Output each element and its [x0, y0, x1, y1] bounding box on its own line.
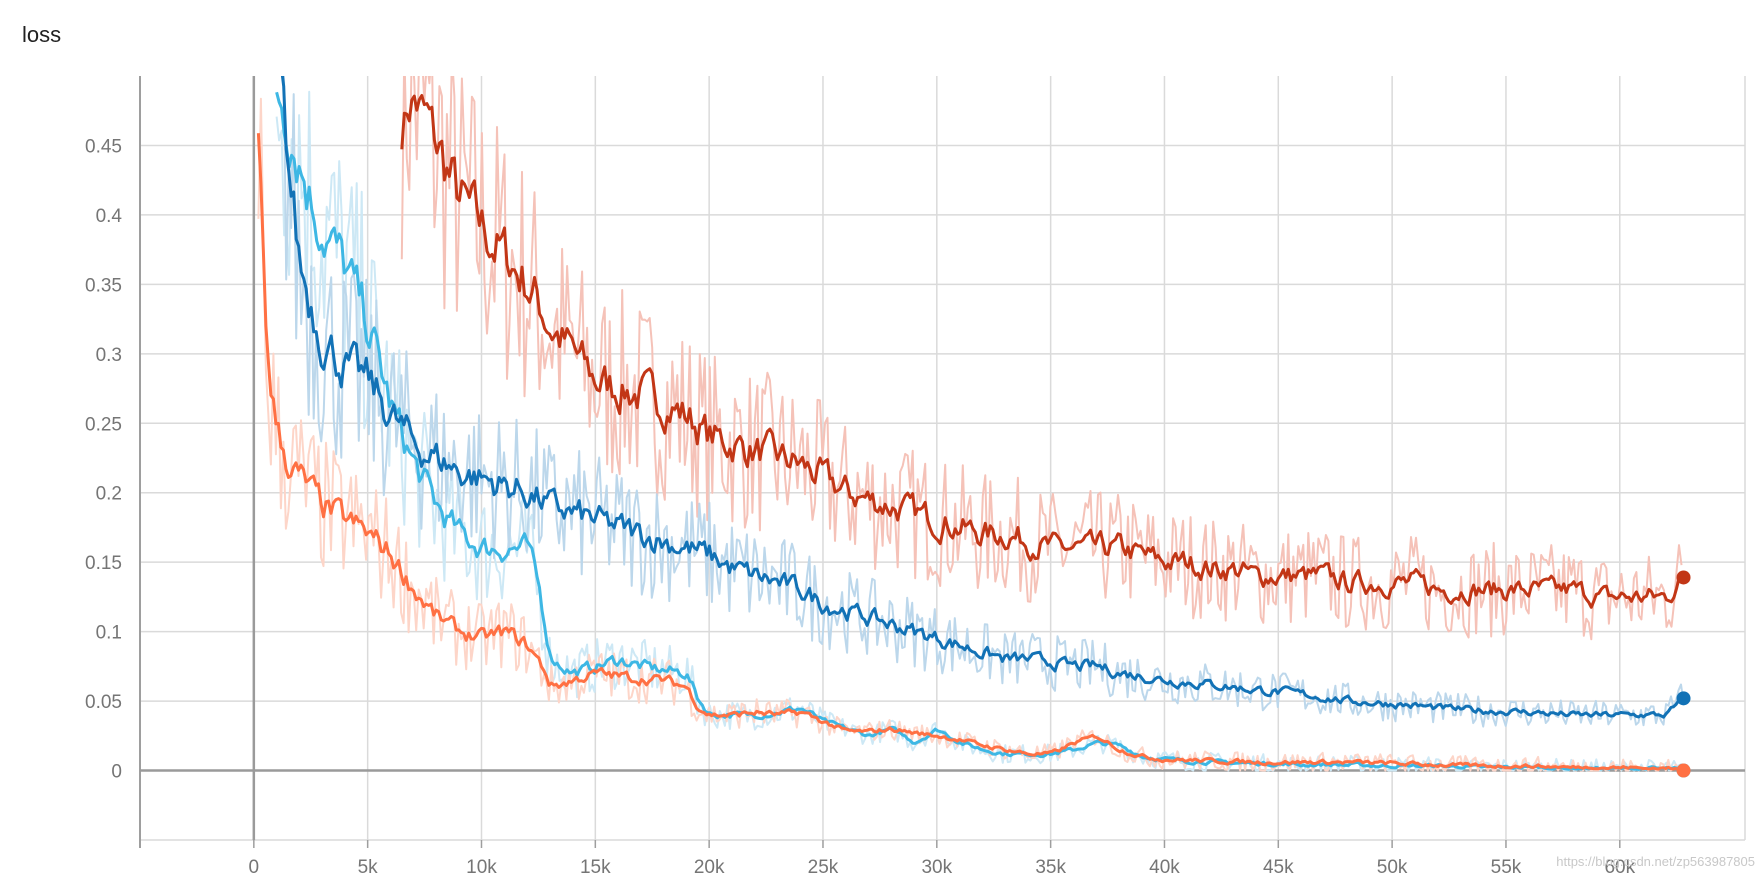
y-tick-label: 0 [111, 762, 122, 783]
y-tick-label: 0.1 [96, 623, 122, 644]
x-tick-label: 15k [580, 857, 611, 878]
series-3-line [256, 133, 1684, 772]
y-tick-label: 0.2 [96, 484, 122, 505]
y-tick-label: 0.25 [85, 414, 122, 435]
watermark: https://blog.csdn.net/zp563987805 [1556, 854, 1755, 869]
x-tick-label: 25k [808, 857, 839, 878]
y-tick-label: 0.4 [96, 206, 123, 227]
x-tick-label: 0 [249, 857, 260, 878]
x-tick-label: 30k [921, 857, 952, 878]
x-tick-label: 60k [1604, 857, 1635, 878]
series-2-raw-line [283, 76, 1685, 728]
x-tick-label: 5k [358, 857, 379, 878]
series-0-end-marker [1676, 570, 1691, 585]
x-tick-label: 45k [1263, 857, 1294, 878]
x-tick-label: 10k [466, 857, 497, 878]
y-tick-label: 0.05 [85, 692, 122, 713]
grid [140, 76, 1746, 841]
series-1-line [275, 91, 1682, 771]
chart-title: loss [22, 22, 62, 47]
raw-series-layer [257, 76, 1685, 772]
y-tick-label: 0.3 [96, 345, 122, 366]
series-3-raw-line [257, 97, 1684, 772]
series-1-raw-line [275, 90, 1682, 772]
x-tick-label: 55k [1491, 857, 1522, 878]
series-2-line [280, 76, 1684, 719]
x-tick-label: 50k [1377, 857, 1408, 878]
series-3-end-marker [1676, 763, 1691, 778]
y-tick-label: 0.35 [85, 275, 122, 296]
x-tick-label: 20k [694, 857, 725, 878]
y-tick-label: 0.45 [85, 136, 122, 157]
x-tick-label: 35k [1035, 857, 1066, 878]
x-tick-label: 40k [1149, 857, 1180, 878]
tick-labels: 0 0.05 0.1 0.15 0.2 0.25 0.3 0.35 0.4 0.45 0 5k 10k 1… [85, 136, 1636, 878]
y-tick-label: 0.15 [85, 553, 122, 574]
smoothed-series-layer [256, 76, 1691, 778]
series-2-end-marker [1676, 691, 1691, 706]
series-0-line [400, 94, 1683, 609]
series-0-raw-line [400, 76, 1683, 641]
